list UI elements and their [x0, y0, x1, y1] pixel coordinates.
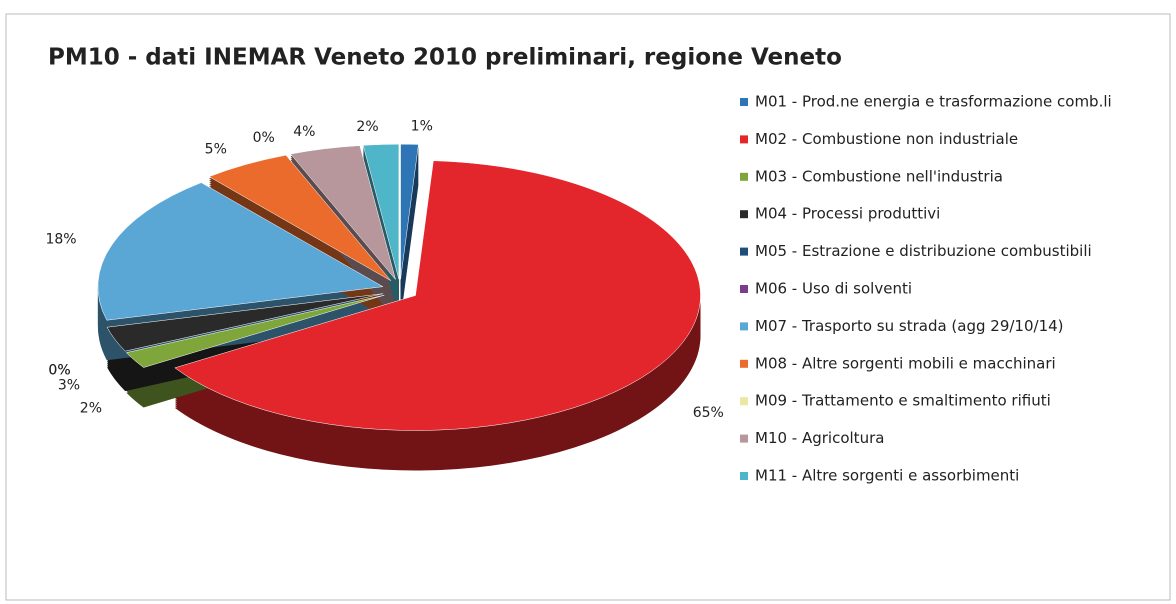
legend-label: M08 - Altre sorgenti mobili e macchinari [755, 354, 1056, 372]
legend-label: M05 - Estrazione e distribuzione combust… [755, 242, 1092, 260]
legend-label: M04 - Processi produttivi [755, 205, 940, 223]
legend-label: M01 - Prod.ne energia e trasformazione c… [755, 93, 1112, 111]
legend-label: M02 - Combustione non industriale [755, 130, 1018, 148]
data-label: 4% [293, 124, 315, 140]
slice [97, 182, 384, 321]
data-label: 0% [253, 130, 275, 146]
legend-swatch [740, 172, 748, 181]
pie-tops: 1%65%2%3%0%0%18%5%0% 4% 2% [45, 119, 724, 431]
legend-label: M11 - Altre sorgenti e assorbimenti [755, 467, 1019, 485]
legend-swatch [740, 359, 748, 368]
legend-swatch [740, 472, 748, 480]
data-label: 0% [48, 363, 70, 379]
slice [290, 145, 396, 280]
slice [125, 294, 385, 368]
legend-label: M06 - Uso di solventi [755, 280, 912, 298]
legend-swatch [740, 434, 748, 443]
legend-label: M07 - Trasporto su strada (agg 29/10/14) [755, 317, 1064, 335]
legend-swatch [740, 285, 748, 293]
data-label: 18% [45, 232, 76, 248]
legend-swatch [740, 210, 748, 219]
data-label: 3% [58, 377, 80, 393]
legend-label: M03 - Combustione nell'industria [755, 167, 1003, 185]
legend-swatch [740, 135, 748, 144]
data-label: 65% [693, 405, 724, 421]
slice [174, 160, 701, 431]
legend-label: M10 - Agricoltura [755, 429, 884, 447]
data-label: 5% [205, 141, 227, 157]
legend-swatch [740, 322, 748, 331]
data-label: 0% [48, 363, 70, 379]
legend: M01 - Prod.ne energia e trasformazione c… [740, 93, 1112, 485]
legend-swatch [740, 98, 748, 106]
data-label: 2% [80, 401, 102, 417]
legend-swatch [740, 247, 748, 256]
chart-title: PM10 - dati INEMAR Veneto 2010 prelimina… [48, 45, 842, 71]
data-label: 1% [411, 119, 433, 135]
frame [5, 13, 1171, 601]
slice [208, 154, 392, 281]
legend-swatch [740, 397, 748, 406]
legend-label: M09 - Trattamento e smaltimento rifiuti [755, 392, 1051, 410]
slice [362, 143, 400, 280]
slice [400, 143, 419, 280]
slice [106, 293, 384, 352]
data-label: 2% [356, 119, 378, 135]
